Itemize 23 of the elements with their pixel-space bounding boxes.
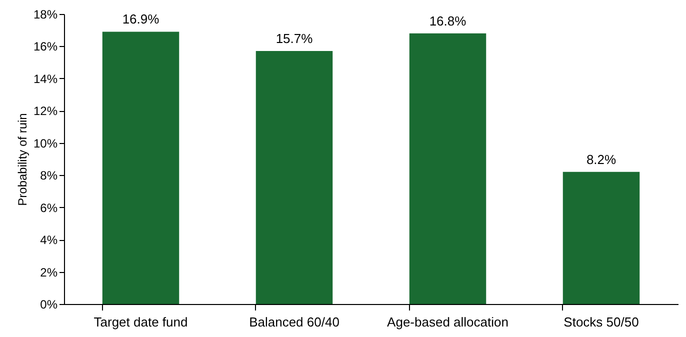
data-label: 16.9% bbox=[122, 12, 160, 27]
bar bbox=[256, 51, 333, 304]
y-tick-label: 14% bbox=[33, 72, 58, 86]
data-label: 16.8% bbox=[429, 13, 467, 28]
x-tick-label: Stocks 50/50 bbox=[564, 314, 639, 330]
x-tick-label: Age-based allocation bbox=[387, 314, 508, 330]
y-tick-label: 18% bbox=[33, 8, 58, 22]
y-tick-label: 12% bbox=[33, 104, 58, 118]
y-tick-label: 2% bbox=[40, 265, 58, 280]
bar bbox=[102, 32, 180, 304]
y-tick-label: 6% bbox=[40, 200, 58, 215]
y-tick-label: 8% bbox=[40, 168, 58, 183]
data-label: 8.2% bbox=[586, 152, 616, 167]
y-tick-label: 16% bbox=[33, 40, 58, 54]
x-tick-label: Target date fund bbox=[94, 314, 188, 330]
bar bbox=[562, 172, 640, 304]
bar bbox=[409, 33, 486, 304]
data-label: 15.7% bbox=[276, 31, 314, 46]
y-tick-label: 0% bbox=[40, 298, 58, 312]
y-tick-label: 4% bbox=[40, 233, 58, 248]
y-axis-title: Probability of ruin bbox=[15, 113, 30, 206]
y-tick-label: 10% bbox=[33, 136, 58, 150]
x-tick-label: Balanced 60/40 bbox=[249, 314, 340, 330]
